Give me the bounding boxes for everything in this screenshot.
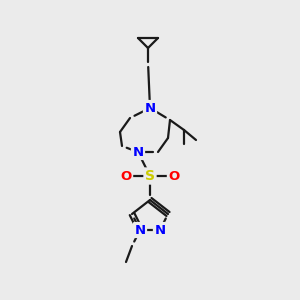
Text: N: N [134,224,146,236]
Text: S: S [145,169,155,183]
Text: N: N [154,224,166,236]
Text: O: O [120,169,132,182]
Text: N: N [144,101,156,115]
Text: O: O [168,169,180,182]
Text: N: N [132,146,144,158]
